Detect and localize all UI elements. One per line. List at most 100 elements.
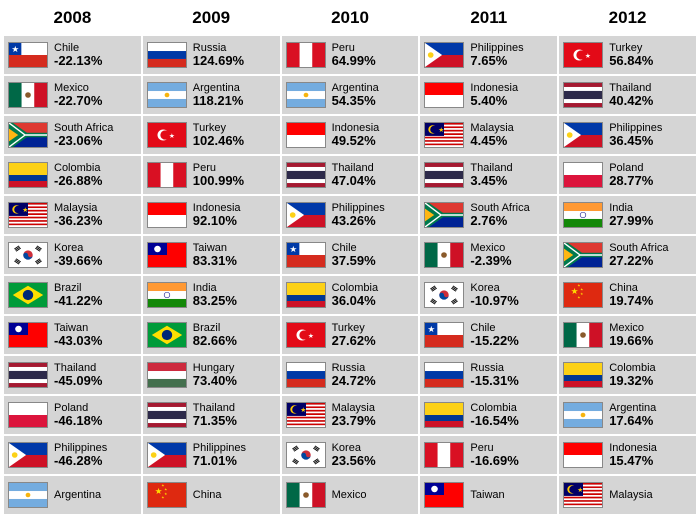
country-value: 71.01% <box>193 454 246 468</box>
brazil-flag-icon <box>8 282 48 308</box>
country-text: Thailand71.35% <box>193 402 237 428</box>
country-row: ★Chile37.59% <box>282 236 419 274</box>
country-text: Russia-15.31% <box>470 362 518 388</box>
china-flag-icon: ★★★★★ <box>147 482 187 508</box>
country-row: South Africa2.76% <box>420 196 557 234</box>
country-row: Peru100.99% <box>143 156 280 194</box>
country-value: -22.13% <box>54 54 102 68</box>
poland-flag-icon <box>8 402 48 428</box>
taiwan-flag-icon <box>424 482 464 508</box>
country-value: 82.66% <box>193 334 237 348</box>
country-row: Russia24.72% <box>282 356 419 394</box>
country-value: 43.26% <box>332 214 385 228</box>
country-value: 19.74% <box>609 294 653 308</box>
country-row: Korea-10.97% <box>420 276 557 314</box>
country-text: Chile37.59% <box>332 242 376 268</box>
country-text: Turkey56.84% <box>609 42 653 68</box>
country-name: China <box>193 489 222 501</box>
malaysia-flag-icon: ★ <box>563 482 603 508</box>
country-text: Philippines-46.28% <box>54 442 107 468</box>
country-row: Thailand40.42% <box>559 76 696 114</box>
country-text: Hungary73.40% <box>193 362 237 388</box>
thailand-flag-icon <box>286 162 326 188</box>
india-flag-icon <box>563 202 603 228</box>
taiwan-flag-icon <box>147 242 187 268</box>
country-name: Malaysia <box>609 489 652 501</box>
country-text: Argentina54.35% <box>332 82 379 108</box>
country-text: Colombia-26.88% <box>54 162 102 188</box>
malaysia-flag-icon: ★ <box>8 202 48 228</box>
turkey-flag-icon: ★ <box>286 322 326 348</box>
country-text: Philippines43.26% <box>332 202 385 228</box>
mexico-flag-icon <box>563 322 603 348</box>
colombia-flag-icon <box>424 402 464 428</box>
thailand-flag-icon <box>147 402 187 428</box>
country-value: 4.45% <box>470 134 513 148</box>
country-value: -2.39% <box>470 254 511 268</box>
country-value: 92.10% <box>193 214 241 228</box>
country-value: -22.70% <box>54 94 102 108</box>
korea-flag-icon <box>424 282 464 308</box>
country-value: 3.45% <box>470 174 512 188</box>
country-row: Taiwan-43.03% <box>4 316 141 354</box>
country-row: Indonesia92.10% <box>143 196 280 234</box>
country-text: Turkey102.46% <box>193 122 244 148</box>
country-value: 28.77% <box>609 174 653 188</box>
country-text: Thailand47.04% <box>332 162 376 188</box>
korea-flag-icon <box>286 442 326 468</box>
country-text: Taiwan-43.03% <box>54 322 102 348</box>
malaysia-flag-icon: ★ <box>286 402 326 428</box>
country-text: Korea-10.97% <box>470 282 518 308</box>
country-text: Thailand-45.09% <box>54 362 102 388</box>
country-row: Russia124.69% <box>143 36 280 74</box>
philippines-flag-icon <box>563 122 603 148</box>
country-text: Indonesia92.10% <box>193 202 241 228</box>
brazil-flag-icon <box>147 322 187 348</box>
philippines-flag-icon <box>8 442 48 468</box>
country-row: Mexico-2.39% <box>420 236 557 274</box>
country-text: Brazil-41.22% <box>54 282 102 308</box>
country-row: Peru-16.69% <box>420 436 557 474</box>
country-row: Philippines36.45% <box>559 116 696 154</box>
year-header: 2011 <box>420 4 557 34</box>
indonesia-flag-icon <box>424 82 464 108</box>
country-text: Taiwan83.31% <box>193 242 237 268</box>
country-value: -45.09% <box>54 374 102 388</box>
country-value: -26.88% <box>54 174 102 188</box>
south_africa-flag-icon <box>424 202 464 228</box>
country-row: Peru64.99% <box>282 36 419 74</box>
philippines-flag-icon <box>286 202 326 228</box>
poland-flag-icon <box>563 162 603 188</box>
svg-text:★: ★ <box>577 486 583 494</box>
country-value: 73.40% <box>193 374 237 388</box>
country-row: ★Turkey27.62% <box>282 316 419 354</box>
country-row: ★Turkey56.84% <box>559 36 696 74</box>
country-text: Indonesia5.40% <box>470 82 518 108</box>
country-text: Argentina <box>54 489 101 501</box>
country-value: 83.31% <box>193 254 237 268</box>
country-value: -36.23% <box>54 214 102 228</box>
country-value: -16.69% <box>470 454 518 468</box>
thailand-flag-icon <box>8 362 48 388</box>
country-row: Brazil-41.22% <box>4 276 141 314</box>
svg-text:★: ★ <box>22 206 28 214</box>
country-value: 56.84% <box>609 54 653 68</box>
country-text: Philippines36.45% <box>609 122 662 148</box>
country-text: Thailand40.42% <box>609 82 653 108</box>
country-text: South Africa2.76% <box>470 202 529 228</box>
country-text: Korea-39.66% <box>54 242 102 268</box>
country-value: 15.47% <box>609 454 657 468</box>
russia-flag-icon <box>147 42 187 68</box>
country-value: 5.40% <box>470 94 518 108</box>
country-value: 27.22% <box>609 254 668 268</box>
country-row: ★Chile-22.13% <box>4 36 141 74</box>
svg-text:★: ★ <box>300 406 306 414</box>
country-text: Colombia19.32% <box>609 362 655 388</box>
argentina-flag-icon <box>147 82 187 108</box>
country-value: -43.03% <box>54 334 102 348</box>
year-column: 2011Philippines7.65%Indonesia5.40%★Malay… <box>420 4 557 514</box>
country-value: 40.42% <box>609 94 653 108</box>
country-value: 23.79% <box>332 414 376 428</box>
country-row: ★Malaysia4.45% <box>420 116 557 154</box>
year-column: 2008★Chile-22.13%Mexico-22.70%South Afri… <box>4 4 141 514</box>
